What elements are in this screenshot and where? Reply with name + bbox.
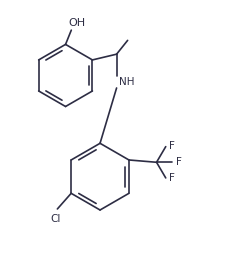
Text: F: F [169, 173, 174, 183]
Text: F: F [169, 141, 174, 151]
Text: Cl: Cl [50, 214, 60, 224]
Text: F: F [175, 157, 181, 167]
Text: OH: OH [68, 18, 85, 28]
Text: NH: NH [119, 77, 134, 87]
